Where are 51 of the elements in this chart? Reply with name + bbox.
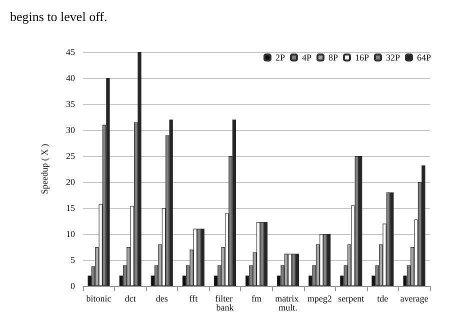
legend-label: 16P xyxy=(354,52,369,62)
bar xyxy=(284,254,288,286)
x-tick-label: bitonic xyxy=(86,294,112,304)
legend-label: 64P xyxy=(416,52,432,62)
bar xyxy=(264,222,268,286)
y-tick-label: 10 xyxy=(66,229,76,239)
y-tick-label: 20 xyxy=(66,177,76,187)
y-tick-label: 25 xyxy=(66,151,76,161)
x-tick-label: average xyxy=(400,294,428,304)
bar xyxy=(386,192,390,286)
bar xyxy=(358,156,362,286)
y-tick-label: 30 xyxy=(66,125,76,135)
bar xyxy=(288,254,292,286)
y-tick-label: 35 xyxy=(66,99,76,109)
bar xyxy=(422,165,426,286)
y-tick-label: 45 xyxy=(66,47,76,57)
x-tick-label: des xyxy=(156,294,168,304)
bar xyxy=(256,222,260,286)
bar xyxy=(193,228,198,286)
legend-label: 4P xyxy=(302,52,312,62)
y-tick-label: 15 xyxy=(66,203,76,213)
x-tick-label: fm xyxy=(252,294,262,304)
x-tick-label: filter bank xyxy=(215,294,235,312)
text: begins to level off. xyxy=(10,9,108,24)
x-tick-label: serpent xyxy=(338,294,365,304)
bar xyxy=(292,254,296,286)
bar xyxy=(354,156,358,286)
bar xyxy=(200,228,204,286)
x-tick-label: dct xyxy=(124,294,136,304)
y-axis-title: Speedup ( X ) xyxy=(40,144,50,194)
bar xyxy=(295,254,300,286)
x-tick-label: tde xyxy=(377,294,388,304)
y-tick-label: 0 xyxy=(70,281,76,291)
bar xyxy=(197,228,201,286)
x-tick-label: matrix mult. xyxy=(275,294,301,312)
legend-label: 8P xyxy=(328,52,338,62)
y-tick-label: 5 xyxy=(70,255,76,265)
legend-label: 32P xyxy=(386,52,400,62)
x-tick-label: fft xyxy=(189,294,198,304)
bar xyxy=(323,234,327,286)
x-tick-label: mpeg2 xyxy=(307,294,332,304)
bar xyxy=(390,192,394,286)
bar xyxy=(169,120,173,286)
bar xyxy=(320,234,324,286)
bar xyxy=(106,78,110,286)
legend-label: 2P xyxy=(275,52,285,62)
bar xyxy=(138,52,142,286)
bar xyxy=(260,222,264,286)
bar xyxy=(232,120,236,286)
y-tick-label: 40 xyxy=(66,73,76,83)
bar xyxy=(326,234,331,286)
